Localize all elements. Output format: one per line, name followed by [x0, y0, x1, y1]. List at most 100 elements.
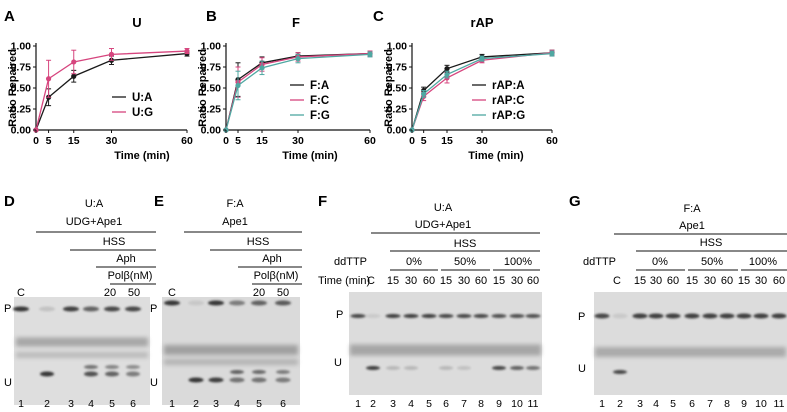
series-line: [411, 52, 553, 131]
lane-number: 3: [68, 398, 74, 410]
pct-label-100: 100%: [504, 256, 532, 268]
gel-smear: [595, 347, 786, 357]
time-values: 15 30 60 15 30 60 15 30 60: [387, 275, 539, 287]
lane-number: 11: [528, 398, 539, 410]
lane-number: 5: [426, 398, 432, 410]
gel-band: [421, 314, 437, 318]
gel-band: [105, 371, 119, 377]
lane-numbers: 1 2 3 4 5 6: [18, 398, 136, 410]
gel-band: [275, 300, 291, 306]
lane-number: 1: [599, 398, 605, 410]
gel-band: [456, 314, 472, 318]
gel-band: [251, 377, 267, 383]
series-line: [411, 52, 553, 131]
legend: U:A U:G: [112, 92, 153, 119]
gel-bands: [13, 306, 148, 377]
y-ticks: 0.00 0.25 0.50 0.75 1.00: [201, 41, 226, 137]
gel-band: [753, 313, 769, 319]
gel-band: [229, 377, 245, 383]
gel-band: [594, 313, 610, 319]
lane-number: 11: [774, 398, 785, 410]
gel-band: [84, 365, 98, 369]
legend-label: U:A: [132, 92, 152, 104]
gel-smear: [350, 344, 541, 356]
gel-band: [385, 314, 401, 318]
lane-number: 3: [390, 398, 396, 410]
gel-panel-e: E F:A Ape1 HSS Aph Polβ(nM) 20 50 C P U …: [150, 193, 302, 410]
data-point: [184, 48, 190, 54]
x-ticks: 0 5 15 30 60: [33, 130, 193, 147]
lane-number: 4: [88, 398, 94, 410]
gel-band: [40, 371, 54, 377]
gel-band: [509, 314, 525, 318]
gel-band: [719, 313, 735, 319]
gel-band: [771, 313, 787, 319]
substrate-label: U:A: [85, 198, 104, 210]
pct-label-50: 50%: [454, 256, 476, 268]
time-value: 15: [387, 275, 399, 287]
gel-band: [702, 313, 718, 319]
gel-band: [492, 366, 506, 370]
time-value: 30: [755, 275, 767, 287]
y-tick-label: 0.75: [387, 62, 408, 74]
time-value: 60: [527, 275, 539, 287]
panel-letter-a: A: [4, 8, 15, 25]
lane-number: 4: [408, 398, 414, 410]
lane-number: 6: [443, 398, 449, 410]
gel-band: [386, 366, 400, 370]
time-value: 60: [773, 275, 785, 287]
time-value: 15: [738, 275, 750, 287]
hss-label: HSS: [247, 236, 270, 248]
gel-band: [251, 300, 267, 306]
gel-band: [105, 365, 119, 369]
legend: F:A F:C F:G: [290, 80, 330, 122]
polb-label: Polβ(nM): [108, 270, 153, 282]
gel-panel-f: F U:A UDG+Ape1 HSS ddTTP 0% 50% 100% Tim…: [318, 193, 542, 410]
gel-band: [632, 313, 648, 319]
gel-band: [13, 306, 29, 312]
legend-label: F:A: [310, 80, 329, 92]
x-tick-label: 0: [33, 135, 39, 147]
x-axis-label: Time (min): [282, 150, 338, 162]
lane-numbers: 1 2 3 4 5 6 7 8 9 10 11: [355, 398, 539, 410]
time-value: 30: [704, 275, 716, 287]
data-point: [444, 71, 450, 78]
plot-area: [409, 43, 555, 133]
data-point: [479, 56, 485, 62]
lane-number: 9: [741, 398, 747, 410]
pct-label-50: 50%: [701, 256, 723, 268]
chart-title: F: [292, 15, 300, 30]
time-value: 30: [405, 275, 417, 287]
y-axis-label: Ratio Repaired: [197, 49, 209, 127]
lane-number: 4: [234, 398, 240, 410]
y-tick-label: 1.00: [387, 41, 408, 53]
lane-number: 3: [213, 398, 219, 410]
legend: rAP:A rAP:C rAP:G: [472, 80, 525, 122]
x-tick-label: 15: [441, 135, 453, 147]
plot-area: [223, 43, 373, 133]
lane-numbers: 1 2 3 4 5 6: [169, 398, 286, 410]
lane-number: 1: [169, 398, 175, 410]
enzyme-label: UDG+Ape1: [415, 219, 472, 231]
substrate-label: U:A: [434, 202, 453, 214]
y-tick-label: 0.50: [11, 83, 32, 95]
panel-letter-e: E: [154, 193, 164, 210]
y-tick-label: 1.00: [201, 41, 222, 53]
enzyme-label: UDG+Ape1: [66, 216, 123, 228]
polb-label: Polβ(nM): [254, 270, 299, 282]
y-tick-label: 0.00: [11, 125, 32, 137]
x-ticks: 0 5 15 30 60: [223, 130, 376, 147]
x-ticks: 0 5 15 30 60: [409, 130, 558, 147]
band-label-u: U: [334, 357, 342, 369]
series-line: [411, 52, 553, 131]
lane-number: 4: [653, 398, 659, 410]
gel-band: [438, 314, 454, 318]
gel-band: [613, 370, 627, 374]
x-tick-label: 15: [256, 135, 268, 147]
x-tick-label: 5: [421, 135, 427, 147]
y-tick-label: 0.75: [201, 62, 222, 74]
chart-c: C rAP Ratio Repaired Time (min) 0 5 15 30 60…: [373, 8, 558, 162]
legend-label: rAP:G: [492, 110, 525, 122]
legend-label: F:G: [310, 110, 330, 122]
